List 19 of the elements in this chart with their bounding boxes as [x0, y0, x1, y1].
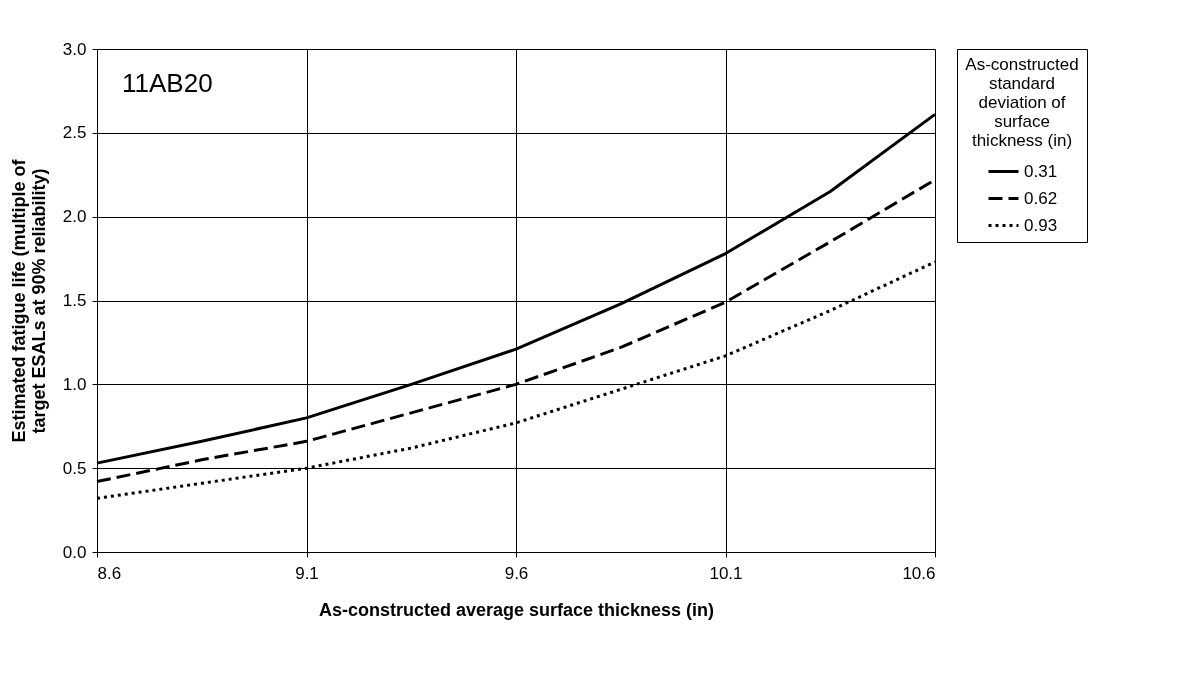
x-axis-title: As-constructed average surface thickness (in)	[318, 599, 715, 620]
x-tick-label: 10.1	[709, 563, 743, 583]
y-axis-title: Estimated fatigue life (multiple of target ESALs at 90% reliability)	[8, 158, 49, 443]
y-tick-label: 3.0	[62, 39, 87, 59]
x-tick-label: 10.6	[902, 563, 936, 583]
x-tick-label: 9.6	[504, 563, 529, 583]
legend-label: 0.93	[1024, 215, 1058, 235]
x-tick-label: 9.1	[295, 563, 319, 583]
y-tick-label: 0.0	[62, 542, 87, 562]
annotation: 11AB20	[122, 68, 213, 98]
legend-label: 0.62	[1024, 188, 1058, 208]
y-tick-label: 2.5	[62, 123, 87, 143]
y-tick-label: 1.5	[62, 291, 87, 310]
x-tick-label: 8.6	[97, 563, 122, 583]
y-tick-label: 1.0	[62, 374, 87, 394]
y-tick-label: 2.0	[62, 207, 87, 227]
y-tick-label: 0.5	[62, 458, 87, 478]
legend-title: As-constructed standard deviation of surface thickness (in)	[965, 55, 1079, 150]
legend-label: 0.31	[1024, 161, 1058, 181]
